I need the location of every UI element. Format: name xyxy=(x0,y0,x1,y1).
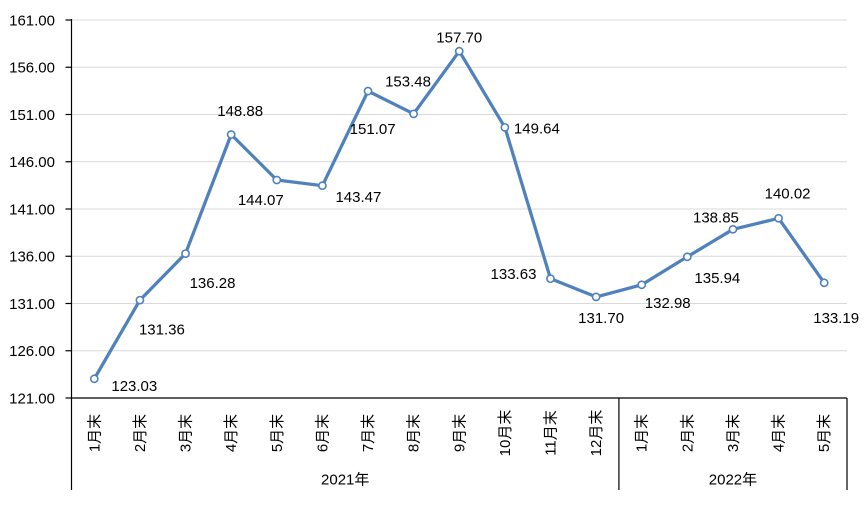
y-axis-label: 156.00 xyxy=(9,60,55,77)
data-point-marker xyxy=(409,109,419,119)
x-axis-label: 8月末 xyxy=(406,414,423,452)
data-point-label: 151.07 xyxy=(350,121,396,138)
data-point-label: 131.70 xyxy=(578,310,624,327)
data-point-label: 131.36 xyxy=(139,321,185,338)
x-axis-label: 9月末 xyxy=(451,414,468,452)
x-axis-label: 4月末 xyxy=(223,414,240,452)
data-point-marker xyxy=(637,280,647,290)
data-point-label: 136.28 xyxy=(190,275,236,292)
x-axis-label: 5月末 xyxy=(816,414,833,452)
data-point-marker xyxy=(546,274,555,284)
data-point-marker xyxy=(181,249,190,259)
data-point-label: 133.63 xyxy=(491,266,537,283)
y-axis-label: 146.00 xyxy=(9,154,55,171)
data-point-label: 123.03 xyxy=(111,378,157,395)
data-point-label: 132.98 xyxy=(645,295,691,312)
y-axis-label: 141.00 xyxy=(9,201,55,218)
x-axis-label: 2月末 xyxy=(132,414,149,452)
x-axis-label: 2月末 xyxy=(679,414,696,452)
data-point-marker xyxy=(591,292,601,302)
y-axis-label: 161.00 xyxy=(9,12,55,29)
x-axis-label: 1月末 xyxy=(634,414,651,452)
data-point-marker xyxy=(135,295,145,305)
x-axis-label: 3月末 xyxy=(725,414,742,452)
data-point-label: 149.64 xyxy=(514,121,560,138)
data-point-label: 133.19 xyxy=(813,310,859,327)
data-point-label: 148.88 xyxy=(217,103,263,120)
data-point-label: 153.48 xyxy=(385,73,431,90)
data-point-marker xyxy=(454,46,464,56)
y-axis-label: 151.00 xyxy=(9,107,55,124)
x-axis-label: 10月末 xyxy=(497,410,514,457)
data-point-marker xyxy=(500,122,510,132)
data-point-marker xyxy=(728,224,738,234)
data-point-label: 135.94 xyxy=(694,270,740,287)
x-axis-label: 11月末 xyxy=(542,410,559,456)
x-axis-label: 3月末 xyxy=(178,414,195,452)
data-point-marker xyxy=(819,278,829,288)
data-point-label: 143.47 xyxy=(335,189,381,206)
x-axis-group-label: 2021年 xyxy=(321,471,369,488)
x-axis-label: 4月末 xyxy=(771,414,788,452)
data-point-marker xyxy=(89,374,99,384)
y-axis-label: 126.00 xyxy=(9,343,55,360)
x-axis-label: 12月末 xyxy=(588,410,605,457)
y-axis-label: 121.00 xyxy=(9,390,55,407)
data-point-marker xyxy=(272,175,282,185)
data-point-marker xyxy=(363,86,373,96)
y-axis-label: 131.00 xyxy=(9,296,55,313)
data-point-marker xyxy=(682,252,692,262)
x-axis-label: 6月末 xyxy=(314,414,331,452)
data-point-label: 138.85 xyxy=(693,210,739,227)
data-point-marker xyxy=(774,213,783,223)
x-axis-label: 5月末 xyxy=(269,414,286,452)
y-axis-label: 136.00 xyxy=(9,249,55,266)
x-axis-group-label: 2022年 xyxy=(709,471,757,488)
data-point-marker xyxy=(317,181,327,191)
data-point-label: 157.70 xyxy=(436,29,482,46)
data-point-label: 144.07 xyxy=(238,192,284,209)
x-axis-label: 1月末 xyxy=(86,414,103,452)
data-point-marker xyxy=(226,130,236,139)
data-point-label: 140.02 xyxy=(765,186,811,203)
x-axis-label: 7月末 xyxy=(360,414,377,452)
